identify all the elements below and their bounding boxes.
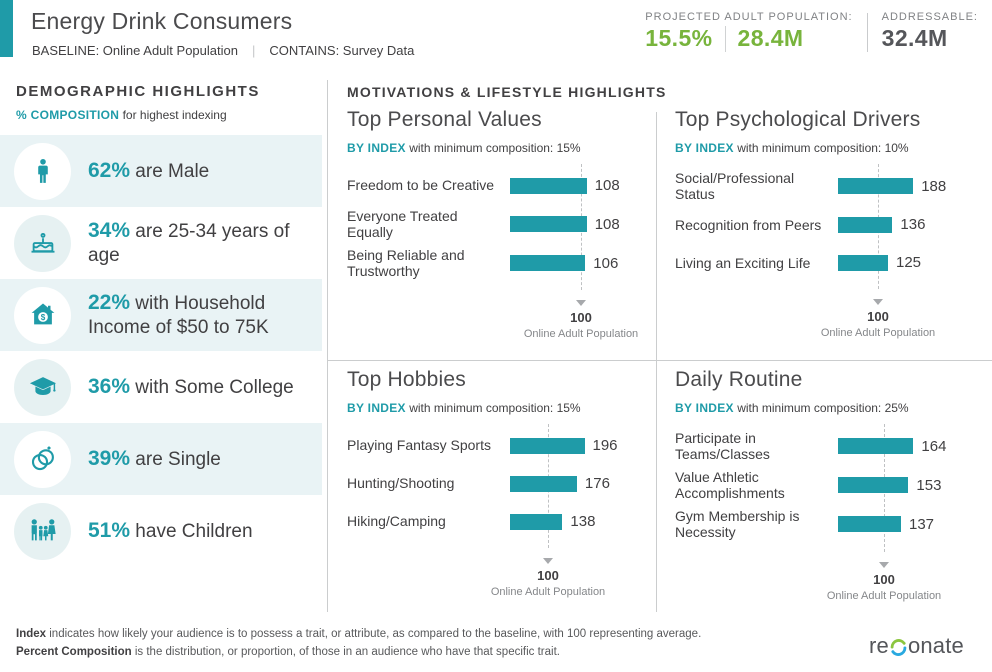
stat-block-divider bbox=[866, 13, 868, 52]
male-icon bbox=[14, 142, 71, 200]
baseline-marker-icon bbox=[543, 558, 553, 564]
panel-subtitle: BY INDEX with minimum composition: 25% bbox=[675, 401, 909, 415]
panel-top-psychological-drivers: Top Psychological Drivers BY INDEX with … bbox=[675, 108, 992, 339]
sidebar-subtitle: % COMPOSITION for highest indexing bbox=[16, 108, 227, 122]
chart-row: Hiking/Camping 138 bbox=[347, 513, 596, 530]
chart-row: Freedom to be Creative 108 bbox=[347, 177, 620, 194]
index-bar bbox=[510, 216, 587, 233]
demographic-sidebar: DEMOGRAPHIC HIGHLIGHTS % COMPOSITION for… bbox=[0, 75, 322, 567]
sidebar-item-income: $ 22% with Household Income of $50 to 75… bbox=[0, 279, 322, 351]
sidebar-item-male: 62% are Male bbox=[0, 135, 322, 207]
index-bar bbox=[510, 475, 577, 492]
resonate-logo: re onate bbox=[868, 633, 964, 658]
bar-chart: Playing Fantasy Sports 196 Hunting/Shooti… bbox=[347, 424, 655, 598]
chart-row: Recognition from Peers 136 bbox=[675, 216, 926, 234]
main-section-title: MOTIVATIONS & LIFESTYLE HIGHLIGHTS bbox=[347, 84, 667, 100]
index-bar bbox=[838, 216, 893, 233]
baseline-axis: 100 Online Adult Population bbox=[784, 561, 984, 602]
house-income-icon: $ bbox=[14, 286, 71, 344]
panel-title: Top Hobbies bbox=[347, 368, 466, 391]
addressable-stat: ADDRESSABLE: 32.4M bbox=[882, 11, 978, 52]
sidebar-item-marital-status: 39% are Single bbox=[0, 423, 322, 495]
contains-label: CONTAINS: Survey Data bbox=[269, 43, 415, 58]
sidebar-item-age: 34% are 25-34 years of age bbox=[0, 207, 322, 279]
projected-population-stat: PROJECTED ADULT POPULATION: 15.5% 28.4M bbox=[645, 11, 852, 52]
index-bar bbox=[838, 178, 914, 195]
bar-chart: Participate in Teams/Classes 164 Value At… bbox=[675, 424, 992, 602]
panel-top-hobbies: Top Hobbies BY INDEX with minimum compos… bbox=[347, 368, 655, 598]
addressable-label: ADDRESSABLE: bbox=[881, 11, 978, 23]
wedding-rings-icon bbox=[14, 430, 71, 488]
sidebar-item-education: 36% with Some College bbox=[0, 351, 322, 423]
baseline-axis: 100 Online Adult Population bbox=[481, 300, 681, 340]
row-divider bbox=[327, 360, 992, 361]
panel-title: Daily Routine bbox=[675, 368, 803, 391]
footer-index-definition: Index indicates how likely your audience… bbox=[16, 628, 702, 641]
accent-bar bbox=[0, 0, 13, 57]
chart-row: Living an Exciting Life 125 bbox=[675, 254, 922, 272]
footer-definitions: Index indicates how likely your audience… bbox=[16, 626, 701, 662]
index-bar bbox=[510, 513, 563, 530]
sidebar-item-children: 51% have Children bbox=[0, 495, 322, 567]
chart-row: Gym Membership is Necessity 137 bbox=[675, 508, 935, 541]
index-bar bbox=[838, 516, 901, 533]
baseline-label: BASELINE: Online Adult Population bbox=[32, 43, 238, 58]
chart-row: Participate in Teams/Classes 164 bbox=[675, 430, 947, 463]
bar-chart: Freedom to be Creative 108 Everyone Treat… bbox=[347, 164, 655, 340]
chart-row: Being Reliable and Trustworthy 106 bbox=[347, 247, 619, 280]
graduation-cap-icon bbox=[14, 358, 71, 416]
baseline-marker-icon bbox=[576, 300, 586, 307]
panel-daily-routine: Daily Routine BY INDEX with minimum comp… bbox=[675, 368, 992, 602]
footer-composition-definition: Percent Composition is the distribution,… bbox=[16, 646, 560, 659]
index-bar bbox=[510, 437, 585, 454]
panel-subtitle: BY INDEX with minimum composition: 15% bbox=[347, 141, 581, 155]
panel-title: Top Psychological Drivers bbox=[675, 108, 921, 131]
panel-title: Top Personal Values bbox=[347, 108, 542, 131]
baseline-marker-icon bbox=[879, 561, 889, 568]
sidebar-title: DEMOGRAPHIC HIGHLIGHTS bbox=[16, 83, 260, 100]
index-bar bbox=[510, 255, 586, 272]
page-title: Energy Drink Consumers bbox=[31, 8, 293, 34]
header-stats: PROJECTED ADULT POPULATION: 15.5% 28.4M … bbox=[645, 11, 978, 52]
chart-row: Hunting/Shooting 176 bbox=[347, 475, 610, 492]
projected-count-value: 28.4M bbox=[737, 25, 804, 51]
family-icon bbox=[14, 502, 71, 560]
column-divider bbox=[656, 112, 657, 612]
s-swirl-icon bbox=[890, 638, 907, 656]
stat-divider bbox=[724, 25, 726, 52]
chart-row: Everyone Treated Equally 108 bbox=[347, 208, 620, 241]
meta-divider: | bbox=[251, 43, 256, 58]
index-bar bbox=[838, 477, 909, 494]
chart-row: Playing Fantasy Sports 196 bbox=[347, 437, 618, 454]
sidebar-divider bbox=[327, 80, 328, 612]
header-meta: BASELINE: Online Adult Population | CONTAI… bbox=[32, 43, 414, 58]
index-bar bbox=[510, 177, 587, 194]
birthday-cake-icon bbox=[14, 214, 71, 272]
panel-top-personal-values: Top Personal Values BY INDEX with minimu… bbox=[347, 108, 655, 340]
chart-row: Social/Professional Status 188 bbox=[675, 170, 947, 203]
panel-subtitle: BY INDEX with minimum composition: 15% bbox=[347, 401, 581, 415]
baseline-marker-icon bbox=[873, 299, 883, 306]
svg-text:$: $ bbox=[40, 313, 45, 322]
index-bar bbox=[838, 254, 888, 271]
baseline-axis: 100 Online Adult Population bbox=[778, 299, 978, 339]
bar-chart: Social/Professional Status 188 Recognitio… bbox=[675, 164, 992, 339]
projected-population-label: PROJECTED ADULT POPULATION: bbox=[645, 11, 853, 23]
index-bar bbox=[838, 438, 914, 455]
projected-percent-value: 15.5% bbox=[645, 25, 713, 51]
chart-row: Value Athletic Accomplishments 153 bbox=[675, 469, 942, 502]
addressable-value: 32.4M bbox=[881, 25, 948, 51]
panel-subtitle: BY INDEX with minimum composition: 10% bbox=[675, 141, 909, 155]
baseline-axis: 100 Online Adult Population bbox=[448, 558, 648, 598]
